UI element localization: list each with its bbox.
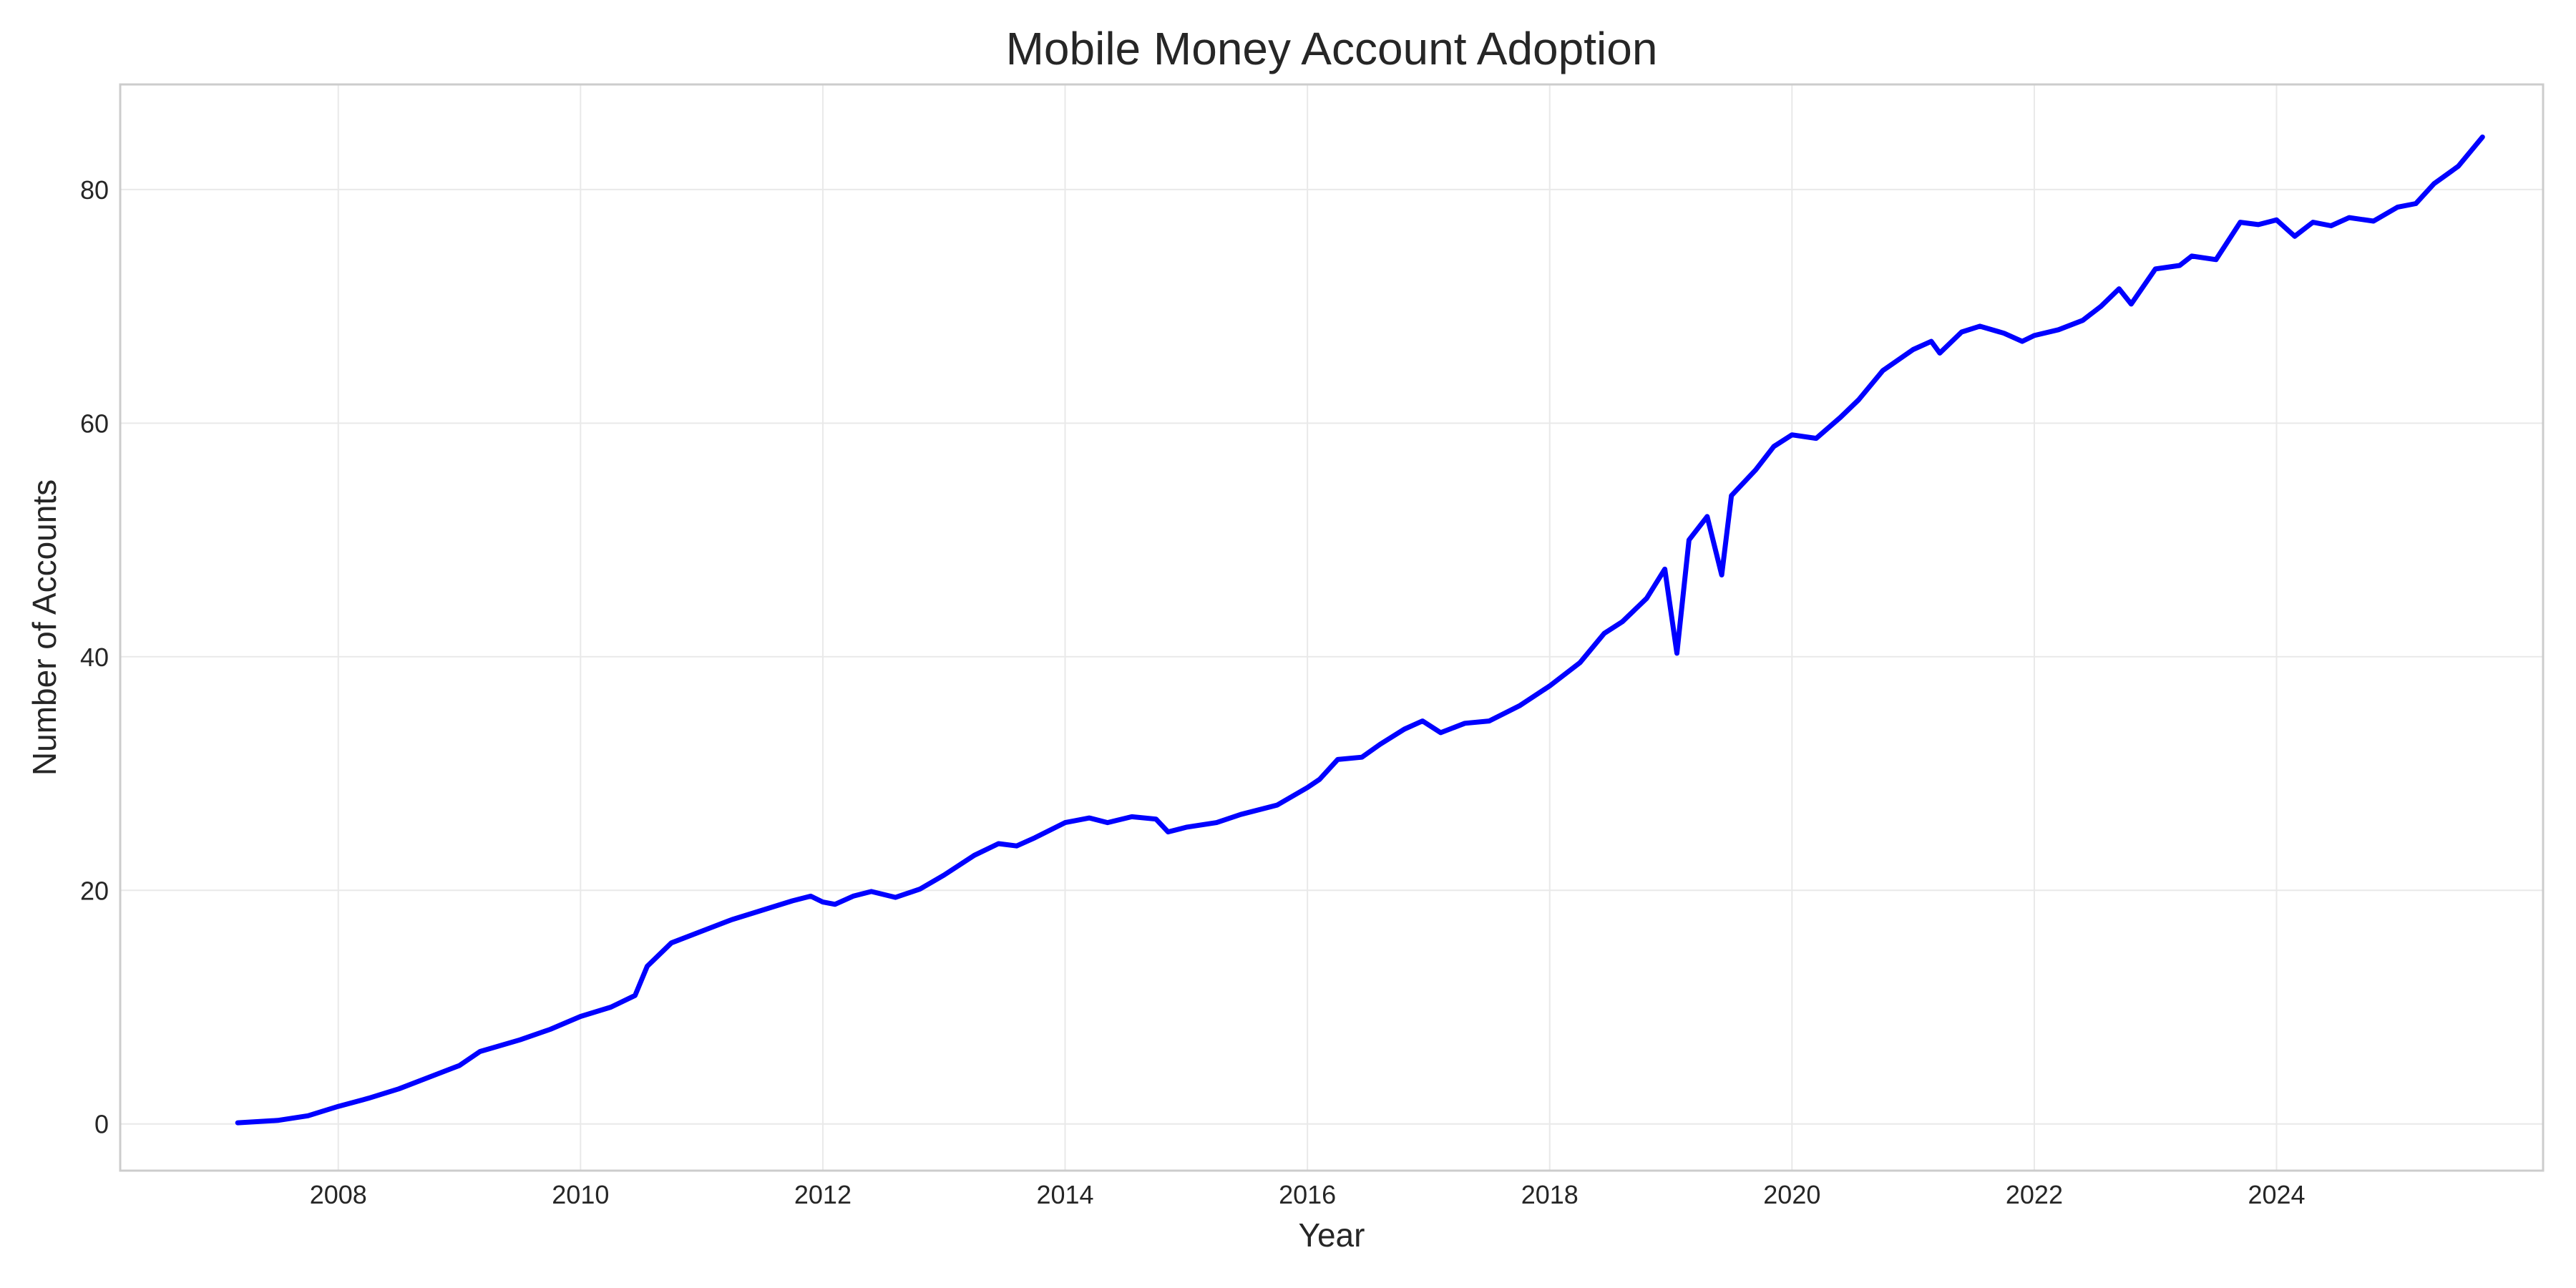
series-line <box>235 135 2485 1126</box>
x-tick-label: 2010 <box>552 1180 609 1209</box>
x-tick-label: 2020 <box>1763 1180 1820 1209</box>
y-tick-label: 40 <box>80 643 109 672</box>
x-axis-label: Year <box>1299 1216 1365 1254</box>
y-tick-label: 0 <box>94 1110 109 1139</box>
x-tick-label: 2014 <box>1036 1180 1093 1209</box>
y-tick-label: 80 <box>80 175 109 205</box>
x-tick-label: 2012 <box>794 1180 852 1209</box>
x-tick-label: 2016 <box>1279 1180 1336 1209</box>
y-tick-label: 20 <box>80 876 109 905</box>
series-layer <box>235 135 2485 1126</box>
x-tick-label: 2018 <box>1521 1180 1579 1209</box>
grid-layer <box>120 84 2543 1171</box>
chart-title: Mobile Money Account Adoption <box>1006 23 1658 74</box>
y-axis-label: Number of Accounts <box>26 479 63 776</box>
plot-frame <box>119 83 2545 1172</box>
x-tick-label: 2024 <box>2248 1180 2305 1209</box>
y-tick-labels: 0 20 40 60 80 <box>80 175 109 1139</box>
x-tick-label: 2008 <box>310 1180 367 1209</box>
y-tick-label: 60 <box>80 409 109 438</box>
x-tick-labels: 2008 2010 2012 2014 2016 2018 2020 2022 2024 <box>310 1180 2306 1209</box>
x-tick-label: 2022 <box>2006 1180 2063 1209</box>
